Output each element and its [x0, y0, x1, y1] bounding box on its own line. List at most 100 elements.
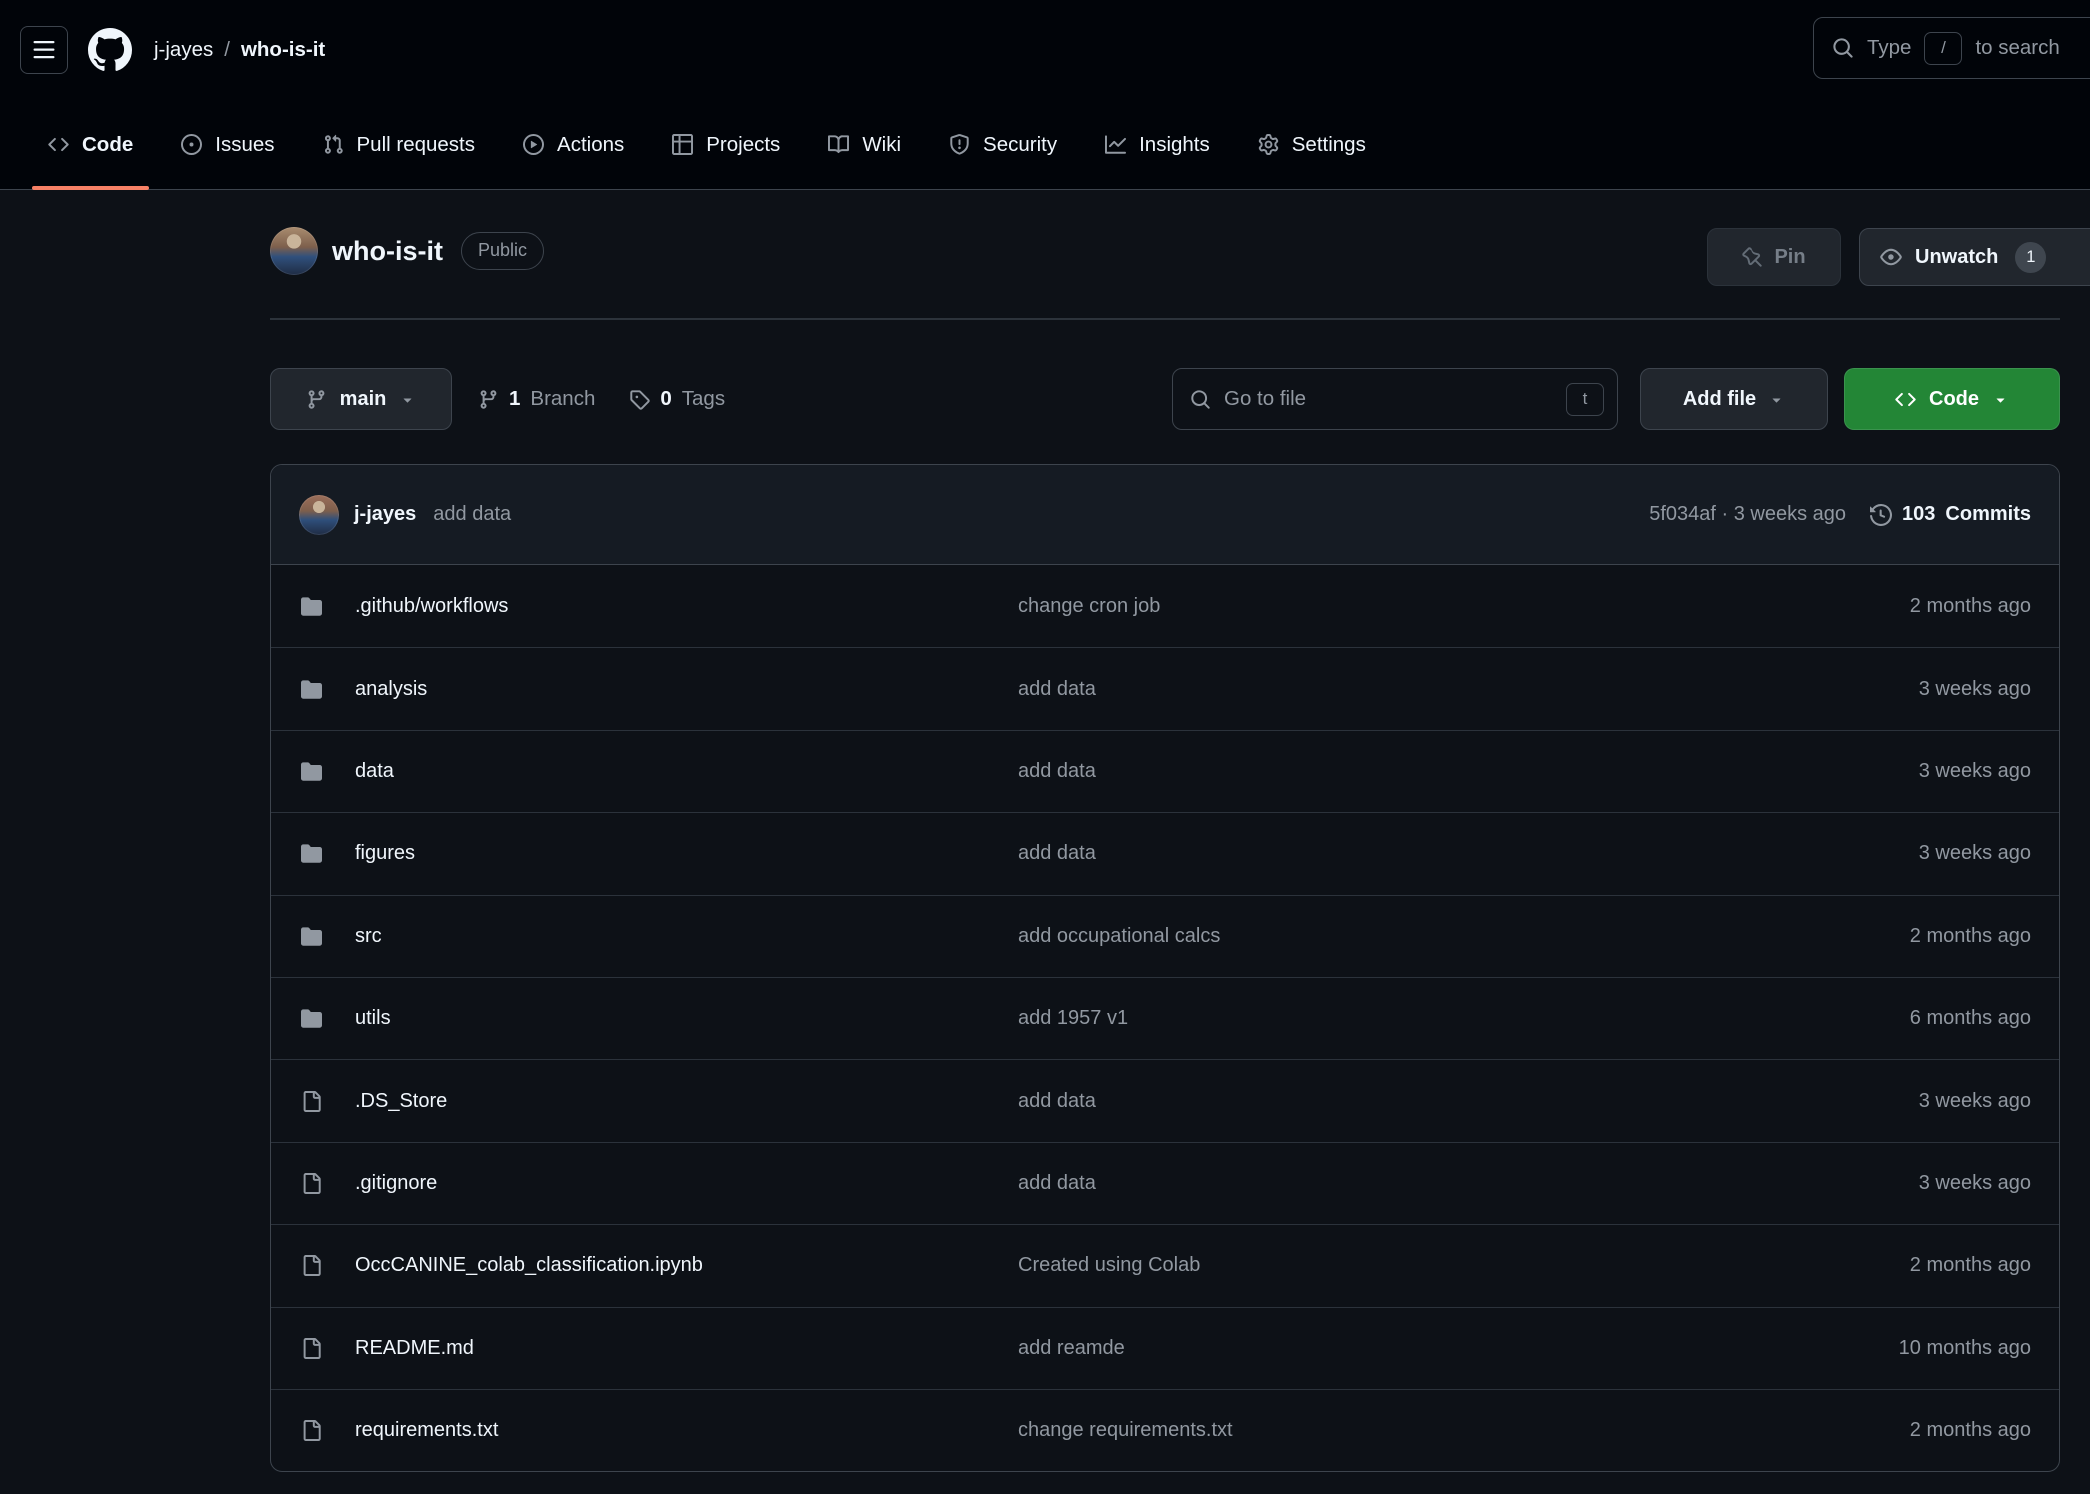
tab-code[interactable]: Code	[30, 100, 151, 190]
last-updated: 6 months ago	[1909, 1007, 2031, 1030]
tab-issues[interactable]: Issues	[163, 100, 292, 189]
branch-count: 1	[509, 387, 521, 410]
last-updated: 2 months ago	[1909, 1254, 2031, 1277]
file-name-link[interactable]: README.md	[355, 1336, 474, 1359]
gear-icon	[1258, 134, 1279, 155]
global-search-input[interactable]: Type / to search	[1813, 17, 2090, 79]
chevron-down-icon	[399, 391, 416, 408]
tab-wiki[interactable]: Wiki	[810, 100, 919, 189]
slash-key-badge: /	[1924, 31, 1963, 65]
table-row[interactable]: utils add 1957 v1 6 months ago	[271, 976, 2059, 1059]
table-row[interactable]: requirements.txt change requirements.txt…	[271, 1388, 2059, 1471]
breadcrumb-separator: /	[224, 38, 230, 61]
file-icon	[301, 1091, 322, 1112]
history-icon	[1870, 504, 1892, 526]
add-file-button[interactable]: Add file	[1640, 368, 1828, 430]
table-row[interactable]: .DS_Store add data 3 weeks ago	[271, 1059, 2059, 1141]
table-row[interactable]: data add data 3 weeks ago	[271, 729, 2059, 812]
pin-button-label: Pin	[1774, 245, 1806, 268]
commit-message-link[interactable]: change cron job	[1018, 594, 1161, 617]
table-row[interactable]: analysis add data 3 weeks ago	[271, 647, 2059, 729]
book-icon	[828, 134, 849, 155]
file-icon	[301, 1420, 322, 1441]
table-row[interactable]: OccCANINE_colab_classification.ipynb Cre…	[271, 1224, 2059, 1306]
commits-count: 103	[1902, 503, 1936, 525]
hamburger-menu-button[interactable]	[20, 26, 68, 74]
repo-content: who-is-it Public Pin Unwatch 1 main 1 Br…	[270, 190, 2090, 1494]
tab-security[interactable]: Security	[931, 100, 1075, 189]
commit-message-link[interactable]: add data	[1018, 677, 1096, 700]
branch-selector-button[interactable]: main	[270, 368, 452, 430]
page-title[interactable]: who-is-it	[332, 235, 443, 266]
commits-label: Commits	[1945, 503, 2031, 525]
code-button-label: Code	[1929, 387, 1979, 410]
breadcrumb: j-jayes / who-is-it	[154, 38, 325, 62]
tab-pull-requests[interactable]: Pull requests	[305, 100, 494, 189]
unwatch-button-label: Unwatch	[1915, 245, 1999, 268]
tags-summary[interactable]: 0 Tags	[629, 387, 725, 411]
three-bars-icon	[32, 38, 56, 62]
commit-history-link[interactable]: 103 Commits	[1870, 503, 2031, 526]
visibility-badge: Public	[460, 232, 545, 270]
last-updated: 3 weeks ago	[1918, 1171, 2031, 1194]
file-icon	[301, 1338, 322, 1359]
commit-message-link[interactable]: add data	[1018, 759, 1096, 782]
go-to-file-input[interactable]: Go to file t	[1172, 368, 1618, 430]
shield-icon	[949, 134, 970, 155]
commit-message-link[interactable]: add data	[1018, 1089, 1096, 1112]
file-name-link[interactable]: .github/workflows	[355, 594, 509, 617]
commit-message-link[interactable]: add data	[1018, 1171, 1096, 1194]
git-branch-icon	[478, 389, 499, 410]
eye-icon	[1880, 246, 1902, 268]
tab-actions[interactable]: Actions	[505, 100, 642, 189]
table-row[interactable]: .gitignore add data 3 weeks ago	[271, 1141, 2059, 1224]
tab-projects[interactable]: Projects	[654, 100, 798, 189]
tab-insights[interactable]: Insights	[1087, 100, 1228, 189]
last-updated: 3 weeks ago	[1918, 1089, 2031, 1112]
file-name-link[interactable]: .DS_Store	[355, 1089, 448, 1112]
commit-sha-time[interactable]: 5f034af · 3 weeks ago	[1649, 503, 1847, 525]
commit-message-link[interactable]: add reamde	[1018, 1336, 1125, 1359]
tab-settings[interactable]: Settings	[1240, 100, 1384, 189]
pin-icon	[1742, 247, 1763, 268]
commit-message-link[interactable]: add occupational calcs	[1018, 924, 1221, 947]
file-name-link[interactable]: analysis	[355, 677, 428, 700]
file-name-link[interactable]: data	[355, 759, 394, 782]
folder-icon	[301, 679, 322, 700]
play-icon	[523, 134, 544, 155]
file-name-link[interactable]: src	[355, 924, 382, 947]
table-row[interactable]: README.md add reamde 10 months ago	[271, 1306, 2059, 1389]
folder-icon	[301, 761, 322, 782]
commit-author[interactable]: j-jayes	[354, 503, 417, 525]
file-name-link[interactable]: requirements.txt	[355, 1419, 499, 1442]
git-branch-icon	[306, 389, 327, 410]
file-name-link[interactable]: figures	[355, 842, 416, 865]
file-name-link[interactable]: .gitignore	[355, 1171, 438, 1194]
table-row[interactable]: figures add data 3 weeks ago	[271, 812, 2059, 894]
last-updated: 3 weeks ago	[1918, 677, 2031, 700]
branches-summary[interactable]: 1 Branch	[478, 387, 595, 411]
commit-message-link[interactable]: Created using Colab	[1018, 1254, 1201, 1277]
code-button[interactable]: Code	[1844, 368, 2060, 430]
search-placeholder-prefix: Type	[1867, 36, 1912, 59]
add-file-label: Add file	[1682, 387, 1757, 410]
last-updated: 2 months ago	[1909, 1419, 2031, 1442]
file-name-link[interactable]: OccCANINE_colab_classification.ipynb	[355, 1254, 703, 1277]
t-key-badge: t	[1566, 382, 1604, 416]
current-branch-label: main	[339, 387, 387, 410]
commit-message-link[interactable]: add data	[1018, 842, 1096, 865]
github-logo-icon[interactable]	[88, 28, 132, 72]
breadcrumb-repo[interactable]: who-is-it	[240, 38, 326, 61]
table-row[interactable]: .github/workflows change cron job 2 mont…	[271, 565, 2059, 647]
code-icon	[1895, 389, 1916, 410]
file-name-link[interactable]: utils	[355, 1007, 391, 1030]
commit-message[interactable]: add data	[433, 503, 512, 525]
repo-owner-avatar[interactable]	[270, 227, 318, 275]
commit-message-link[interactable]: change requirements.txt	[1018, 1419, 1233, 1442]
commit-author-avatar[interactable]	[299, 494, 339, 535]
unwatch-button[interactable]: Unwatch 1	[1859, 228, 2090, 286]
table-row[interactable]: src add occupational calcs 2 months ago	[271, 894, 2059, 977]
pin-button[interactable]: Pin	[1707, 228, 1841, 286]
breadcrumb-owner[interactable]: j-jayes	[154, 38, 214, 61]
commit-message-link[interactable]: add 1957 v1	[1018, 1007, 1129, 1030]
